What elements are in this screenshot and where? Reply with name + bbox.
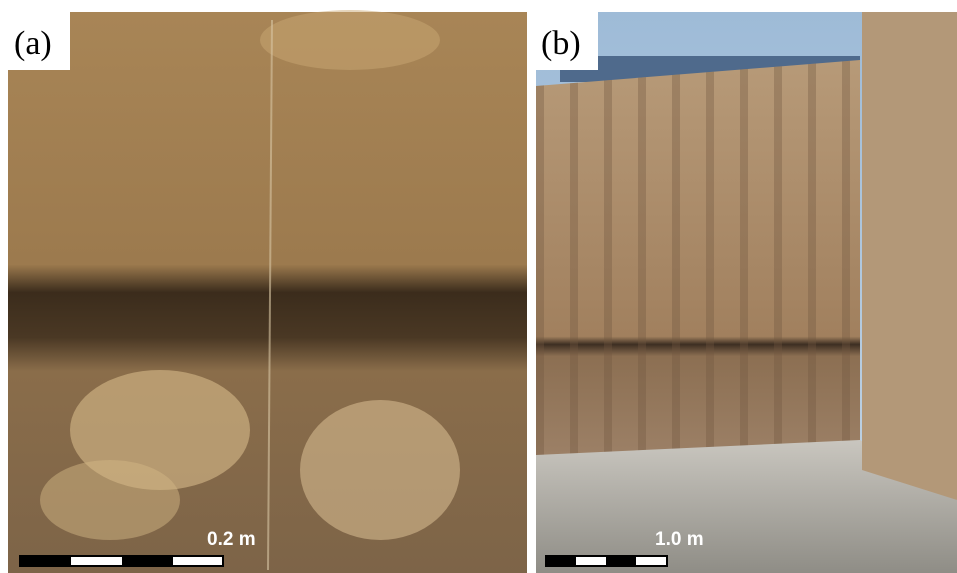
- figure: (a) 0.2 m (b) 1.0 m: [0, 0, 957, 573]
- scale-segment: [606, 556, 636, 566]
- panel-label: (b): [541, 25, 581, 62]
- side-wall: [862, 12, 957, 500]
- scale-bar: [20, 556, 223, 566]
- scale-label: 0.2 m: [207, 529, 256, 550]
- wall-ribs: [536, 60, 860, 455]
- page: {"panels": [{"label": "(a)", "scale_labe…: [0, 0, 957, 573]
- scale-segment: [122, 556, 173, 566]
- light-patch: [40, 460, 180, 540]
- scale-bar: [546, 556, 667, 566]
- scale-label: 1.0 m: [655, 529, 704, 550]
- light-patch: [300, 400, 460, 540]
- light-patch: [260, 10, 440, 70]
- scale-segment: [20, 556, 71, 566]
- photo-a: (a) 0.2 m: [8, 10, 527, 573]
- panel-label: (a): [14, 25, 52, 62]
- scale-segment: [546, 556, 576, 566]
- photo-b: (b) 1.0 m: [536, 12, 957, 573]
